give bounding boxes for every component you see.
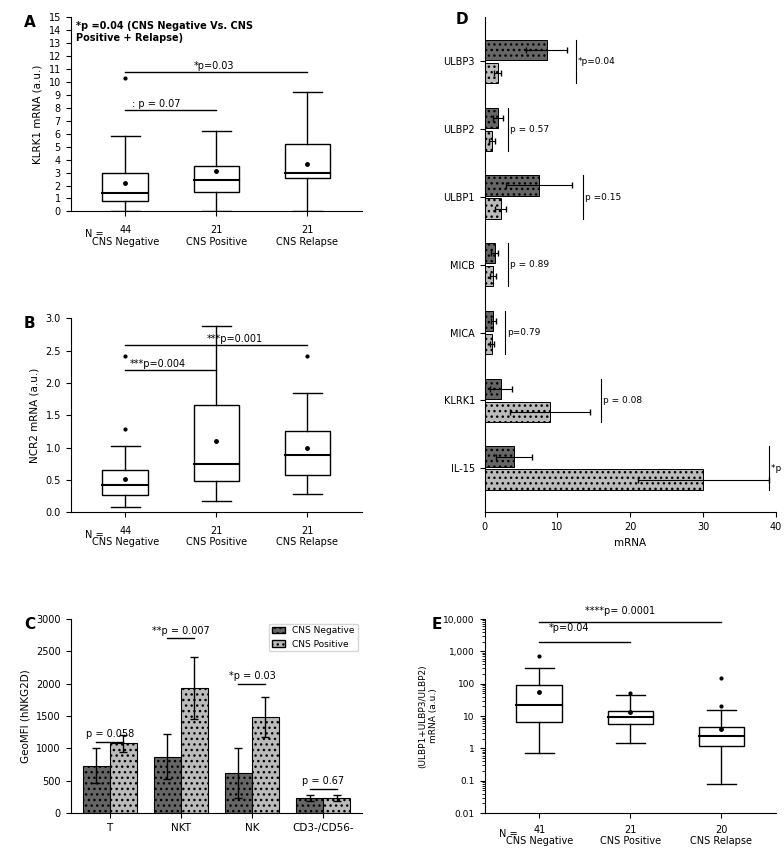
Text: ****p= 0.0001: ****p= 0.0001: [585, 606, 655, 617]
Text: N =: N =: [85, 229, 103, 239]
Bar: [181, 688, 208, 813]
Text: ***p=0.004: ***p=0.004: [130, 359, 186, 368]
Bar: [485, 379, 501, 399]
Bar: [485, 131, 492, 151]
Text: *p = 0.03: *p = 0.03: [228, 671, 275, 681]
Bar: [485, 401, 550, 422]
Bar: [485, 243, 495, 264]
Bar: [323, 798, 350, 813]
Text: p = 0.89: p = 0.89: [510, 260, 550, 269]
Bar: [485, 40, 546, 61]
Y-axis label: NCR2 mRNA (a.u.): NCR2 mRNA (a.u.): [30, 368, 40, 463]
Text: 44: 44: [119, 526, 132, 535]
Bar: [485, 334, 492, 355]
Text: CNS Negative: CNS Negative: [92, 537, 159, 548]
Text: p = 0.08: p = 0.08: [604, 396, 643, 405]
Text: D: D: [456, 12, 468, 28]
Text: *p=0.04: *p=0.04: [578, 57, 615, 66]
Bar: [252, 717, 279, 813]
Bar: [485, 107, 498, 128]
Bar: [110, 743, 136, 813]
Bar: [296, 798, 323, 813]
Legend: CNS Negative, CNS Positive: CNS Negative, CNS Positive: [269, 624, 358, 651]
Bar: [285, 144, 330, 177]
Bar: [485, 198, 501, 219]
Text: p =0.15: p =0.15: [585, 193, 622, 202]
Text: N =: N =: [85, 529, 103, 540]
Bar: [194, 406, 239, 481]
Text: p = 0.57: p = 0.57: [510, 125, 550, 134]
Text: CNS Positive: CNS Positive: [186, 237, 247, 247]
Text: CNS Relapse: CNS Relapse: [277, 537, 339, 548]
Bar: [103, 471, 148, 495]
Text: 20: 20: [715, 824, 728, 835]
Bar: [608, 711, 653, 725]
Bar: [485, 446, 514, 467]
Bar: [285, 432, 330, 475]
Text: *p=0.03: *p=0.03: [194, 61, 234, 71]
Text: CNS Negative: CNS Negative: [92, 237, 159, 247]
Bar: [103, 173, 148, 201]
Text: p = 0.058: p = 0.058: [85, 729, 134, 740]
Bar: [194, 166, 239, 192]
Text: A: A: [24, 16, 35, 30]
Bar: [485, 176, 539, 195]
Text: *p=0.04: *p=0.04: [548, 624, 589, 633]
Text: C: C: [24, 617, 35, 632]
Text: **p = 0.007: **p = 0.007: [152, 625, 209, 636]
Y-axis label: (ULBP1+ULBP3/ULBP2)
mRNA (a.u.): (ULBP1+ULBP3/ULBP2) mRNA (a.u.): [419, 664, 437, 768]
Text: *p = 0.03: *p = 0.03: [771, 464, 784, 472]
Text: 21: 21: [301, 526, 314, 535]
Bar: [485, 63, 498, 83]
Bar: [485, 266, 492, 286]
Text: B: B: [24, 317, 35, 331]
X-axis label: mRNA: mRNA: [615, 537, 647, 548]
Y-axis label: GeoMFI (hNKG2D): GeoMFI (hNKG2D): [20, 670, 31, 763]
Bar: [485, 311, 493, 331]
Text: *p =0.04 (CNS Negative Vs. CNS
Positive + Relapse): *p =0.04 (CNS Negative Vs. CNS Positive …: [76, 21, 253, 42]
Bar: [82, 766, 110, 813]
Text: ***p=0.001: ***p=0.001: [207, 334, 263, 344]
Text: CNS Positive: CNS Positive: [600, 836, 661, 846]
Text: 44: 44: [119, 225, 132, 235]
Bar: [485, 470, 703, 490]
Bar: [225, 773, 252, 813]
Text: N =: N =: [499, 829, 517, 839]
Text: 41: 41: [533, 824, 546, 835]
Text: CNS Positive: CNS Positive: [186, 537, 247, 548]
Text: 21: 21: [301, 225, 314, 235]
Text: E: E: [432, 617, 442, 632]
Bar: [517, 685, 562, 722]
Text: 21: 21: [210, 225, 223, 235]
Text: CNS Relapse: CNS Relapse: [691, 836, 753, 846]
Bar: [154, 757, 181, 813]
Y-axis label: KLRK1 mRNA (a.u.): KLRK1 mRNA (a.u.): [33, 65, 43, 164]
Text: CNS Relapse: CNS Relapse: [277, 237, 339, 247]
Bar: [699, 727, 744, 746]
Text: : p = 0.07: : p = 0.07: [132, 99, 180, 110]
Text: p=0.79: p=0.79: [507, 328, 540, 337]
Text: CNS Negative: CNS Negative: [506, 836, 573, 846]
Text: 21: 21: [210, 526, 223, 535]
Text: 21: 21: [624, 824, 637, 835]
Text: p = 0.67: p = 0.67: [302, 776, 344, 786]
